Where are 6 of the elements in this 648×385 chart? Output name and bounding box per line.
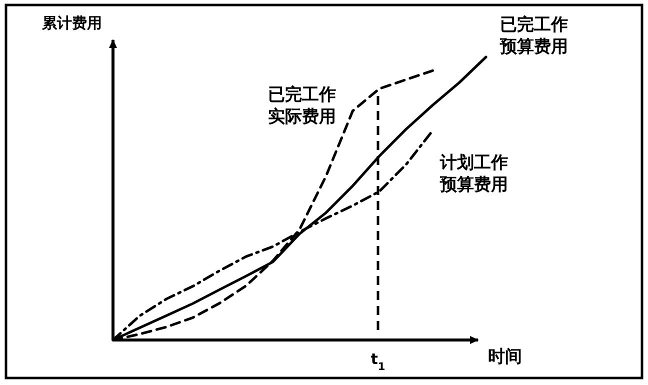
series-label: 已完工作预算费用 (500, 14, 569, 58)
y-axis-title: 累计费用 (41, 14, 102, 32)
series-label: 计划工作预算费用 (440, 152, 509, 196)
series-label: 已完工作实际费用 (268, 84, 337, 128)
x-axis-title: 时间 (488, 347, 522, 367)
text: t$_{1}$ (370, 350, 386, 373)
